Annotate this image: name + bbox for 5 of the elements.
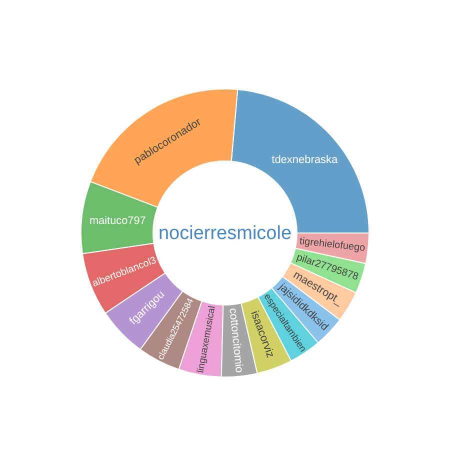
text: nocierresmicole	[158, 223, 292, 244]
slice-label: tigrehielofuego	[298, 236, 366, 254]
slice-label: maituco797	[89, 215, 146, 228]
slice-label: cottoncitomio	[226, 308, 246, 374]
slice-label: tdexnebraska	[272, 154, 339, 166]
